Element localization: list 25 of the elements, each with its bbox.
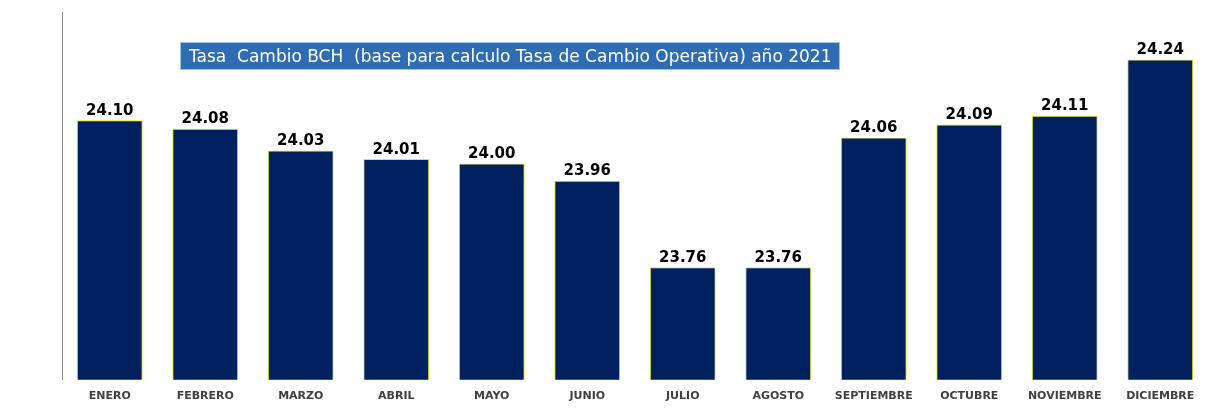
data-label: 24.03: [277, 130, 325, 149]
text: Tasa Cambio BCH (base para calculo Tasa de Cambio Operativa) año 2021: [180, 42, 841, 70]
x-tick-label: JUNIO: [568, 389, 606, 403]
data-label: 24.00: [468, 143, 516, 162]
data-label: 24.10: [86, 100, 134, 119]
data-label: 24.09: [945, 104, 993, 123]
data-label: 23.76: [754, 247, 802, 266]
data-label: 23.76: [659, 247, 707, 266]
data-label: 24.11: [1041, 96, 1089, 115]
data-label: 24.01: [372, 139, 420, 158]
x-tick-label: DICIEMBRE: [1126, 389, 1195, 403]
x-tick-label: MARZO: [278, 389, 324, 403]
x-tick-label: SEPTIEMBRE: [834, 389, 913, 403]
x-tick-label: ENERO: [88, 389, 131, 403]
x-tick-label: NOVIEMBRE: [1027, 389, 1102, 403]
x-tick-label: JULIO: [665, 389, 700, 403]
x-tick-label: FEBRERO: [176, 389, 234, 403]
x-tick-label: ABRIL: [378, 389, 415, 403]
data-label: 23.96: [563, 161, 611, 180]
data-label: 24.24: [1136, 39, 1184, 58]
data-label: 24.06: [850, 117, 898, 136]
x-tick-label: OCTUBRE: [940, 389, 999, 403]
x-tick-label: MAYO: [474, 389, 510, 403]
x-tick-label: AGOSTO: [752, 389, 805, 403]
data-label: 24.08: [181, 109, 229, 128]
